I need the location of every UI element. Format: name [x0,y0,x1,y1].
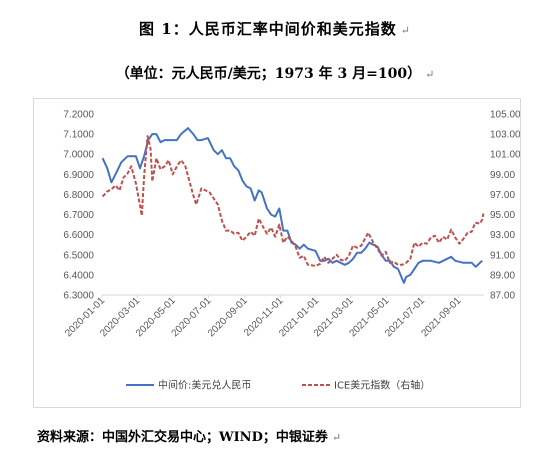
y-right-tick-label: 105.00 [490,110,520,121]
line-chart: 7.2000 7.1000 7.0000 6.9000 6.8000 6.7000 6.60… [63,110,520,392]
y-right-tick-label: 91.00 [490,250,515,261]
y-left-tick-label: 6.8000 [63,190,94,201]
source-text: 资料来源：中国外汇交易中心；WIND；中银证券 [37,430,328,445]
figure-title: 图 1：人民币汇率中间价和美元指数 ↵ [0,18,550,39]
chart-frame: 7.2000 7.1000 7.0000 6.9000 6.8000 6.7000 6.60… [33,98,521,408]
y-left-tick-label: 6.7000 [63,210,94,221]
y-left-tick-label: 6.5000 [63,250,94,261]
paragraph-mark: ↵ [331,431,342,444]
y-left-tick-label: 7.0000 [63,150,94,161]
paragraph-mark: ↵ [425,68,435,81]
legend-label-cny: 中间价:美元兑人民币 [158,379,251,392]
y-right-tick-label: 95.00 [490,210,515,221]
legend-label-dxy: ICE美元指数（右轴） [334,379,430,392]
figure-title-text: 图 1：人民币汇率中间价和美元指数 [139,20,397,38]
y-right-tick-label: 87.00 [490,291,515,302]
x-tick-label: 2021-09-01 [419,295,463,339]
paragraph-mark: ↵ [400,24,411,37]
y-right-tick-label: 97.00 [490,190,515,201]
figure-subtitle-text: （单位：元人民币/美元；1973 年 3 月=100） [115,66,422,82]
source-note: 资料来源：中国外汇交易中心；WIND；中银证券 ↵ [37,426,341,445]
y-right-tick-label: 99.00 [490,170,515,181]
y-left-tick-label: 7.1000 [63,130,94,141]
y-left-tick-label: 6.4000 [63,270,94,281]
y-left-tick-label: 7.2000 [63,110,94,121]
y-right-tick-label: 89.00 [490,270,515,281]
y-right-tick-label: 103.00 [490,130,520,141]
y-left-tick-label: 6.6000 [63,230,94,241]
dxy-series-line [101,135,485,267]
y-left-tick-label: 6.3000 [63,291,94,302]
y-right-tick-label: 93.00 [490,230,515,241]
figure-subtitle: （单位：元人民币/美元；1973 年 3 月=100） ↵ [0,63,550,83]
y-right-tick-label: 101.00 [490,150,520,161]
y-left-tick-label: 6.9000 [63,170,94,181]
cny-series-line [101,127,483,284]
